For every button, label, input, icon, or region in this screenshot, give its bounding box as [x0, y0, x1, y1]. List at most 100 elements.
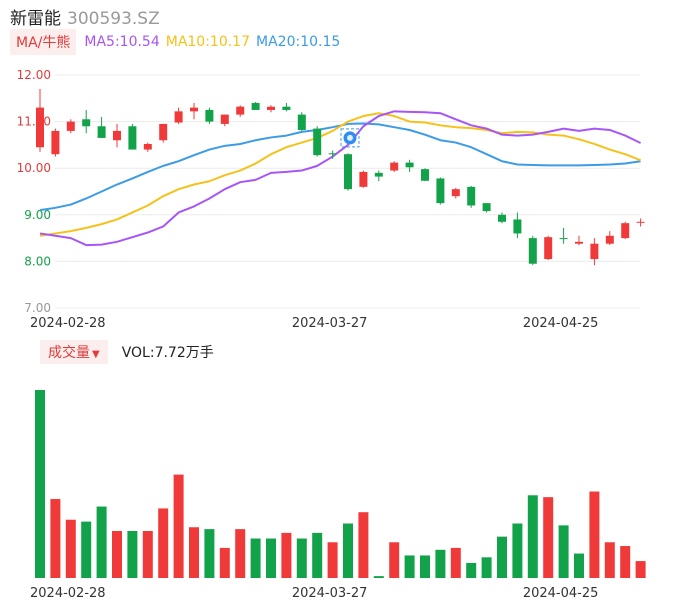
volume-bar[interactable]	[296, 538, 307, 578]
stock-title: 新雷能 300593.SZ	[10, 4, 160, 29]
candle[interactable]	[205, 107, 214, 124]
volume-bar[interactable]	[512, 523, 523, 578]
candle[interactable]	[344, 153, 352, 191]
candle[interactable]	[174, 107, 183, 124]
ma-legend: MA/牛熊 MA5:10.54 MA10:10.17 MA20:10.15	[10, 29, 346, 55]
volume-bar[interactable]	[250, 538, 261, 578]
volume-bar[interactable]	[235, 529, 246, 578]
y-tick-label: 11.00	[17, 115, 51, 129]
volume-bar[interactable]	[81, 521, 92, 578]
candle[interactable]	[82, 109, 91, 134]
ma-type-selector[interactable]: MA/牛熊	[10, 29, 77, 55]
candle[interactable]	[267, 105, 275, 113]
volume-bar[interactable]	[527, 495, 538, 578]
candle[interactable]	[97, 116, 106, 138]
x-tick-label: 2024-04-25	[523, 586, 599, 601]
x-tick-label: 2024-03-27	[292, 586, 368, 601]
candle[interactable]	[405, 159, 414, 172]
candle[interactable]	[590, 238, 599, 266]
event-marker-icon[interactable]	[340, 128, 360, 148]
volume-bar[interactable]	[450, 547, 461, 578]
candle[interactable]	[36, 88, 44, 152]
candle[interactable]	[128, 123, 137, 150]
volume-bar[interactable]	[358, 512, 369, 578]
candle[interactable]	[282, 102, 291, 112]
candle[interactable]	[482, 203, 491, 213]
volume-bar[interactable]	[481, 557, 492, 578]
candle[interactable]	[359, 170, 368, 188]
volume-bar[interactable]	[50, 499, 61, 578]
volume-bar[interactable]	[497, 536, 507, 578]
volume-bar[interactable]	[96, 506, 107, 578]
candle[interactable]	[390, 161, 399, 172]
candle[interactable]	[575, 235, 583, 246]
y-tick-label: 8.00	[24, 254, 51, 268]
volume-bar[interactable]	[420, 555, 430, 578]
volume-bar[interactable]	[312, 532, 323, 578]
volume-bar[interactable]	[589, 491, 600, 578]
candle[interactable]	[636, 218, 645, 227]
volume-bar[interactable]	[35, 390, 45, 578]
volume-bar[interactable]	[142, 531, 153, 578]
volume-bar[interactable]	[343, 523, 353, 578]
stock-name: 新雷能	[10, 9, 61, 29]
volume-bar[interactable]	[373, 576, 384, 578]
candle[interactable]	[297, 112, 306, 131]
candle[interactable]	[159, 123, 168, 143]
volume-indicator-selector[interactable]: 成交量 ▼	[40, 340, 108, 364]
candle[interactable]	[328, 150, 337, 159]
volume-chart[interactable]: 2024-02-28 2024-03-27 2024-04-25	[0, 366, 686, 606]
x-tick-label: 2024-04-25	[523, 316, 599, 330]
volume-bar[interactable]	[127, 531, 138, 578]
candle[interactable]	[51, 128, 60, 157]
volume-bar[interactable]	[543, 497, 554, 578]
candle[interactable]	[498, 212, 506, 224]
ma10-legend: MA10:10.17	[165, 34, 251, 50]
stock-code: 300593.SZ	[67, 9, 160, 29]
candle[interactable]	[251, 102, 260, 110]
candle[interactable]	[66, 119, 75, 134]
volume-bar[interactable]	[158, 508, 169, 578]
caret-down-icon: ▼	[92, 349, 100, 360]
candle[interactable]	[436, 177, 445, 205]
candle[interactable]	[528, 235, 537, 266]
volume-bar[interactable]	[435, 549, 446, 578]
volume-bar[interactable]	[112, 531, 122, 578]
candle[interactable]	[374, 170, 383, 182]
volume-bar[interactable]	[466, 562, 477, 578]
volume-bar[interactable]	[604, 542, 615, 578]
candle[interactable]	[621, 221, 630, 240]
candle[interactable]	[513, 212, 522, 239]
ma5-legend: MA5:10.54	[84, 34, 160, 50]
candle[interactable]	[421, 168, 429, 182]
volume-bar[interactable]	[327, 542, 338, 578]
volume-bar[interactable]	[65, 519, 76, 578]
candle[interactable]	[236, 105, 245, 117]
volume-bar[interactable]	[173, 474, 184, 578]
volume-bar[interactable]	[404, 555, 415, 578]
candle[interactable]	[143, 142, 152, 152]
volume-bar[interactable]	[266, 538, 276, 578]
volume-bar[interactable]	[558, 525, 569, 578]
volume-bar[interactable]	[204, 529, 215, 578]
volume-bar[interactable]	[189, 527, 199, 578]
candle[interactable]	[190, 102, 198, 120]
volume-bar[interactable]	[574, 553, 584, 578]
ma5-line	[39, 110, 642, 247]
y-tick-label: 10.00	[17, 161, 51, 175]
candle[interactable]	[544, 235, 553, 261]
volume-bar[interactable]	[281, 532, 292, 578]
volume-bar[interactable]	[635, 561, 646, 578]
candle[interactable]	[451, 187, 460, 199]
candle[interactable]	[605, 231, 614, 246]
candle[interactable]	[220, 114, 229, 127]
candle[interactable]	[467, 185, 476, 208]
volume-bar[interactable]	[620, 546, 631, 578]
candle[interactable]	[313, 126, 322, 157]
candle[interactable]	[559, 227, 568, 244]
candle[interactable]	[113, 123, 121, 148]
y-tick-label: 12.00	[17, 68, 51, 82]
volume-bar[interactable]	[219, 547, 230, 578]
volume-bar[interactable]	[389, 542, 400, 578]
